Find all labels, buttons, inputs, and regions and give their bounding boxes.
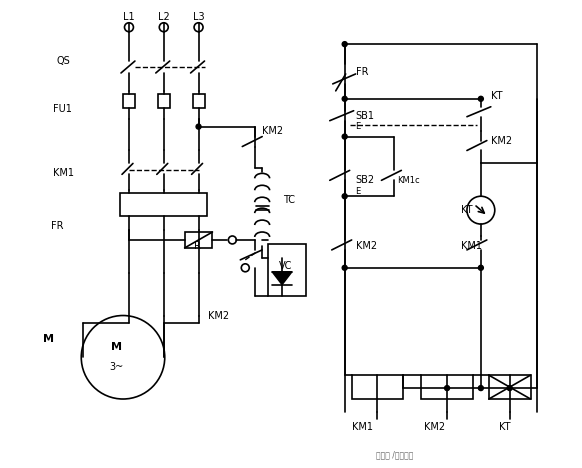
Text: M: M bbox=[44, 334, 55, 344]
Text: KT: KT bbox=[499, 422, 510, 432]
Circle shape bbox=[196, 124, 201, 129]
Text: VC: VC bbox=[279, 261, 292, 271]
Circle shape bbox=[342, 134, 347, 139]
Circle shape bbox=[478, 265, 484, 271]
Text: QS: QS bbox=[56, 56, 70, 66]
Text: KT: KT bbox=[461, 205, 473, 215]
Text: KM1: KM1 bbox=[352, 422, 373, 432]
Text: KM2: KM2 bbox=[208, 310, 230, 321]
Circle shape bbox=[342, 42, 347, 47]
Text: SB2: SB2 bbox=[356, 176, 375, 185]
Circle shape bbox=[342, 265, 347, 271]
Text: KM1: KM1 bbox=[461, 241, 482, 251]
Bar bbox=[184, 232, 212, 248]
Text: 公众号 /机电力腾: 公众号 /机电力腾 bbox=[376, 450, 413, 459]
Text: FR: FR bbox=[356, 67, 368, 77]
Text: KM1c: KM1c bbox=[398, 176, 420, 185]
Text: 3~: 3~ bbox=[109, 362, 123, 372]
Text: R: R bbox=[194, 241, 200, 251]
Text: KM2: KM2 bbox=[356, 241, 377, 251]
Circle shape bbox=[342, 96, 347, 101]
Text: L1: L1 bbox=[123, 12, 135, 22]
Bar bbox=[352, 375, 403, 399]
Bar bbox=[120, 193, 208, 216]
Text: KT: KT bbox=[491, 91, 502, 101]
Text: M: M bbox=[111, 342, 122, 352]
Circle shape bbox=[342, 194, 347, 199]
Text: L3: L3 bbox=[193, 12, 204, 22]
Bar bbox=[193, 94, 204, 108]
Circle shape bbox=[478, 386, 484, 391]
Bar bbox=[268, 244, 306, 296]
Text: KM2: KM2 bbox=[262, 125, 283, 136]
Circle shape bbox=[445, 386, 449, 391]
Circle shape bbox=[478, 96, 484, 101]
Text: L2: L2 bbox=[158, 12, 169, 22]
Text: SB1: SB1 bbox=[356, 111, 375, 121]
Text: KM2: KM2 bbox=[424, 422, 445, 432]
Bar bbox=[421, 375, 473, 399]
Text: KM1: KM1 bbox=[54, 168, 74, 178]
Text: TC: TC bbox=[283, 195, 295, 205]
Text: E: E bbox=[356, 187, 361, 196]
Text: KM2: KM2 bbox=[491, 136, 512, 146]
Text: FU1: FU1 bbox=[54, 104, 72, 114]
Text: E: E bbox=[356, 122, 361, 131]
Bar bbox=[158, 94, 170, 108]
Bar bbox=[489, 375, 531, 399]
Circle shape bbox=[507, 386, 512, 391]
Polygon shape bbox=[272, 272, 292, 285]
Bar bbox=[123, 94, 135, 108]
Text: FR: FR bbox=[51, 221, 64, 231]
